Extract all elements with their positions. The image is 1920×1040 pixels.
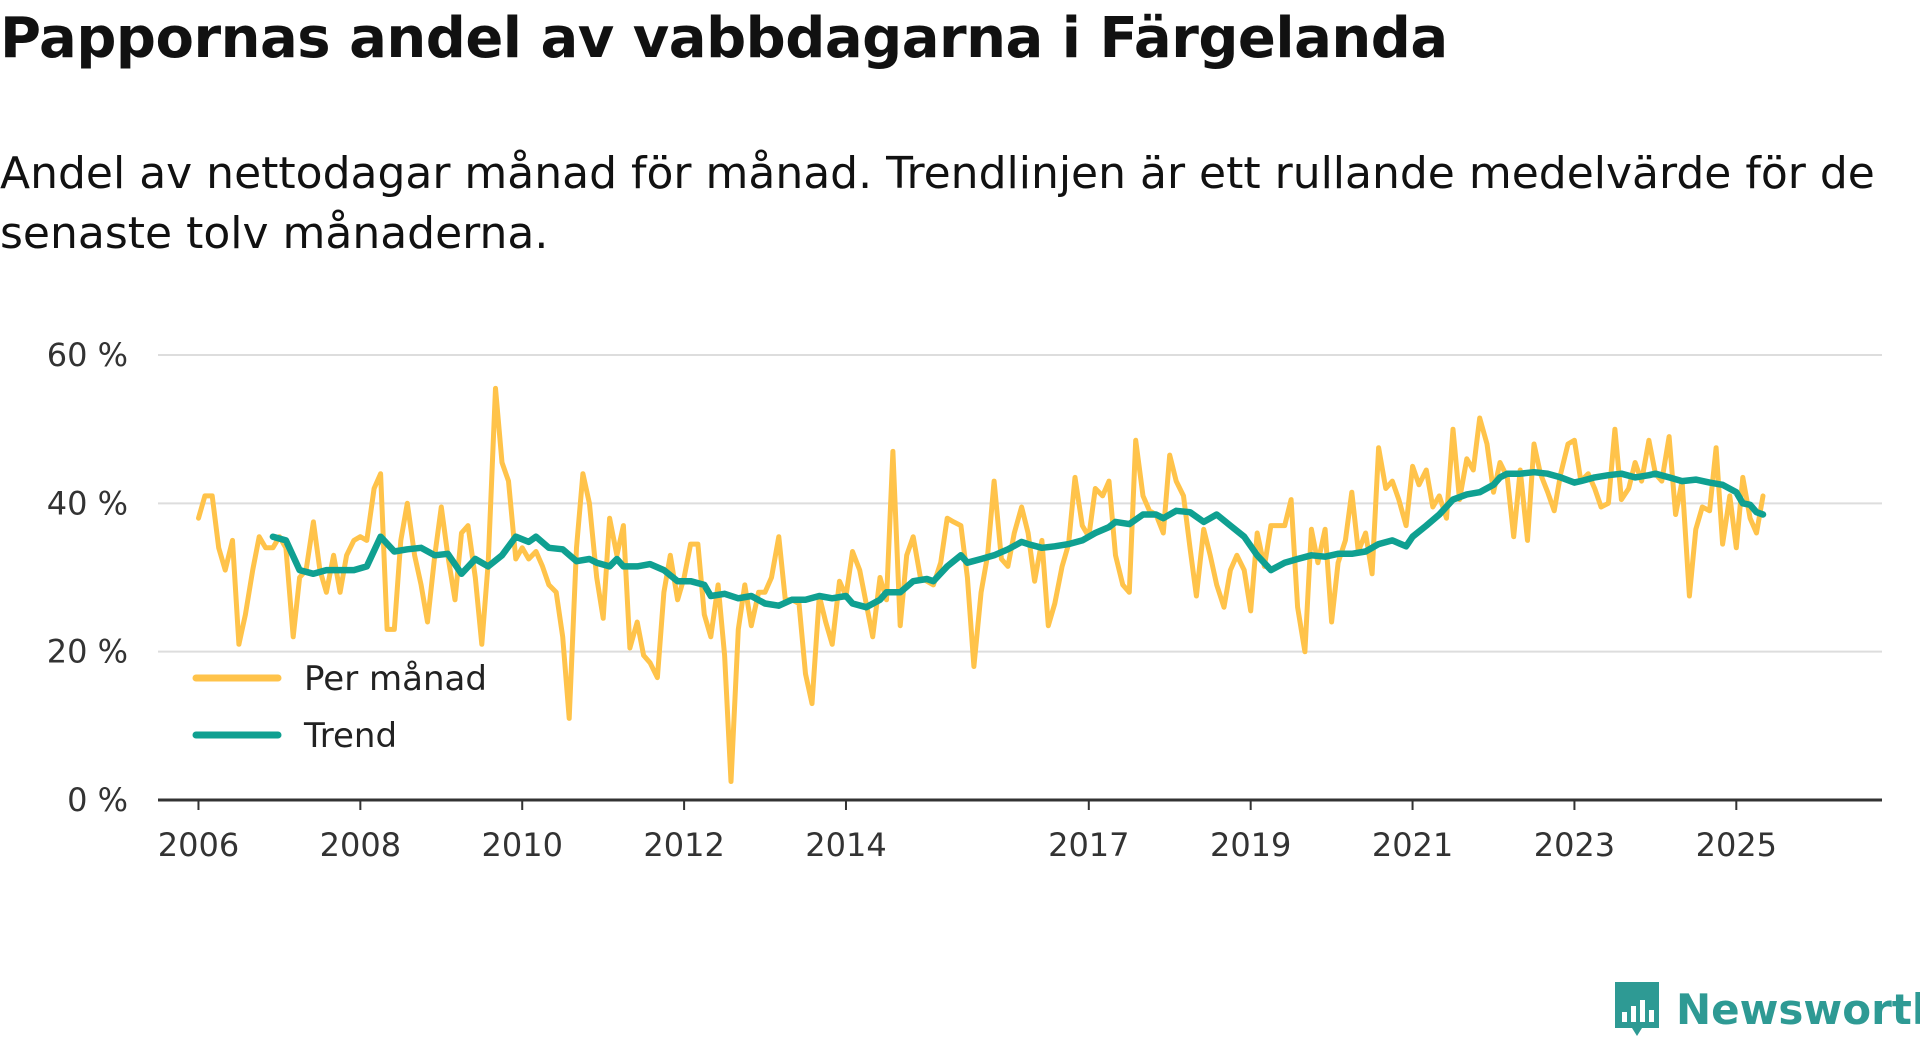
legend-label: Trend [303,716,397,756]
gridlines [158,354,1882,653]
y-tick-label: 40 % [47,484,128,522]
series-lines [196,385,1767,784]
chart-subtitle: Andel av nettodagar månad för månad. Tre… [0,148,1875,259]
chart-title: Pappornas andel av vabbdagarna i Färgela… [0,6,1448,71]
x-tick-label: 2012 [643,826,724,864]
y-axis-ticks: 0 % 20 % 40 % 60 % [47,336,128,819]
x-tick-label: 2010 [482,826,563,864]
series-line-trend [269,468,1767,611]
legend-label: Per månad [304,659,487,699]
x-tick-label: 2019 [1210,826,1291,864]
x-tick-label: 2014 [805,826,886,864]
line-chart: 0 % 20 % 40 % 60 % 2006 2008 2010 2012 2014 2017… [47,336,1882,864]
newsworthy-logo-text: Newsworthy [1676,984,1920,1034]
newsworthy-logo: Newsworthy [1612,980,1920,1038]
series-line-per-manad [196,385,1766,784]
x-tick-label: 2008 [320,826,401,864]
y-tick-label: 60 % [47,336,128,374]
x-tick-label: 2006 [158,826,239,864]
x-tick-label: 2023 [1534,826,1615,864]
x-axis: 2006 2008 2010 2012 2014 2017 2019 2021 2023 2025 [158,798,1882,864]
y-tick-label: 20 % [47,633,128,671]
x-tick-label: 2017 [1048,826,1129,864]
legend: Per månad Trend [192,659,487,756]
x-tick-label: 2021 [1372,826,1453,864]
y-tick-label: 0 % [67,781,128,819]
newsworthy-logo-icon [1615,982,1659,1036]
x-tick-label: 2025 [1696,826,1777,864]
